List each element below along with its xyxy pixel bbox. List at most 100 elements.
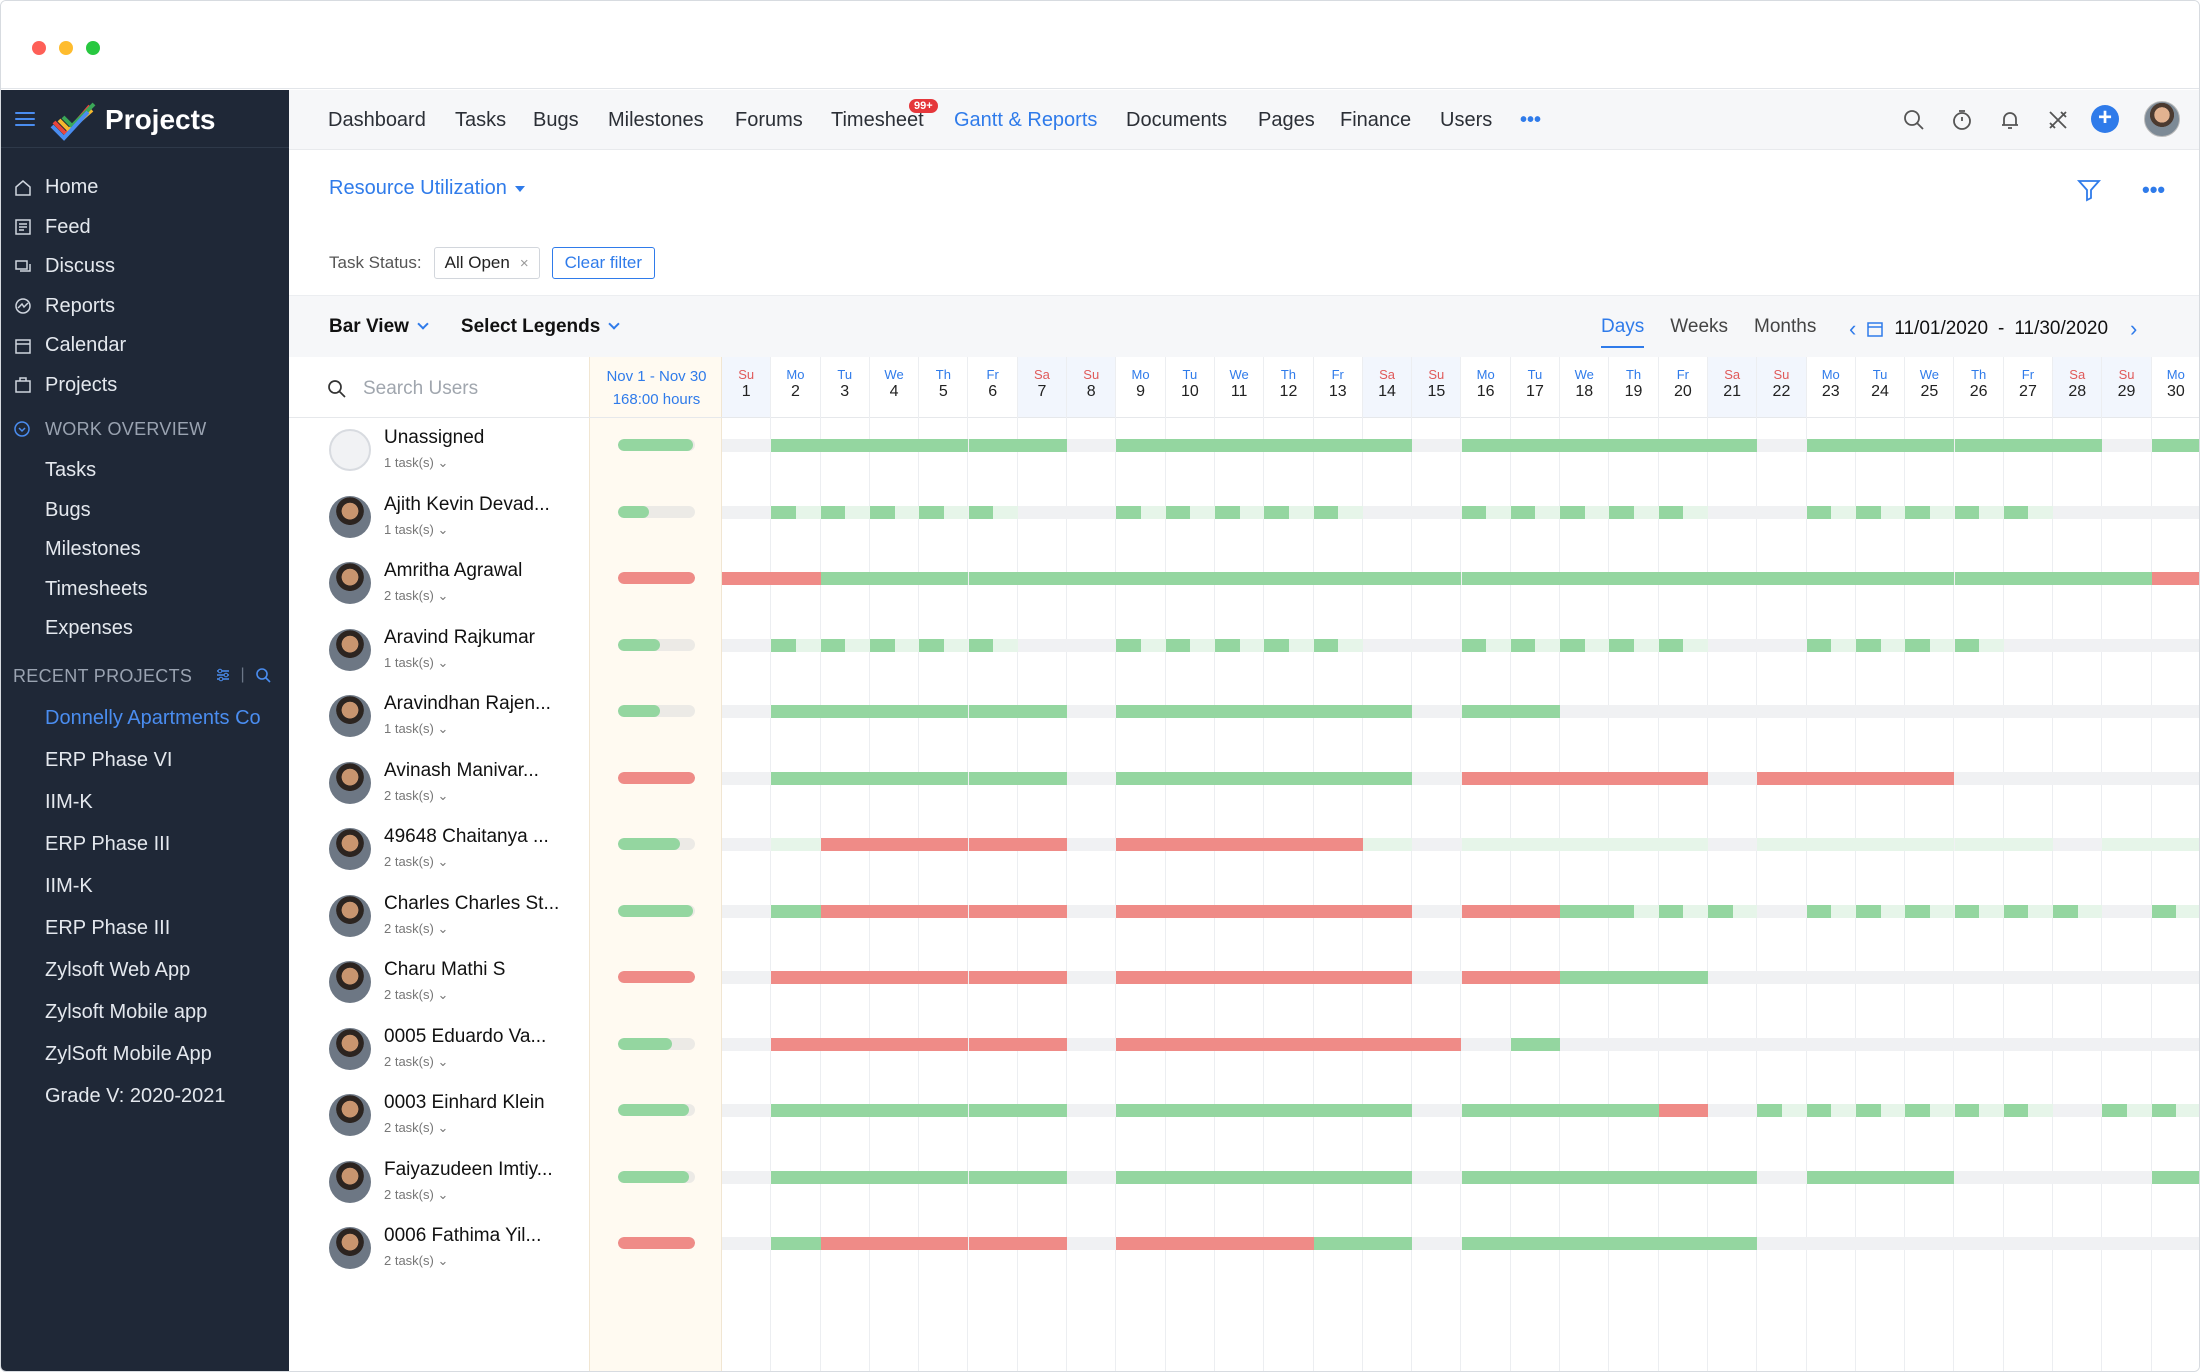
day-allocation-bar[interactable] bbox=[1165, 838, 1215, 851]
day-allocation-bar[interactable] bbox=[1461, 638, 1487, 652]
day-allocation-bar[interactable] bbox=[1658, 638, 1684, 652]
day-allocation-bar[interactable] bbox=[1658, 771, 1708, 785]
day-allocation-bar[interactable] bbox=[1806, 505, 1832, 519]
day-allocation-bar[interactable] bbox=[1116, 572, 1166, 585]
user-row[interactable]: 49648 Chaitanya ... 2 task(s) ⌄ bbox=[289, 816, 589, 882]
day-allocation-bar[interactable] bbox=[1855, 771, 1906, 785]
filter-icon[interactable] bbox=[2076, 177, 2102, 203]
day-allocation-bar[interactable] bbox=[1116, 1237, 1166, 1250]
day-allocation-bar[interactable] bbox=[1017, 439, 1068, 452]
day-allocation-bar[interactable] bbox=[1658, 1104, 1708, 1117]
day-allocation-bar[interactable] bbox=[1362, 771, 1413, 785]
day-allocation-bar[interactable] bbox=[1510, 638, 1536, 652]
utilization-summary-bar[interactable] bbox=[618, 439, 695, 451]
day-allocation-bar[interactable] bbox=[1412, 1037, 1462, 1051]
day-allocation-bar[interactable] bbox=[1855, 838, 1906, 851]
day-allocation-bar[interactable] bbox=[820, 439, 870, 452]
day-allocation-bar[interactable] bbox=[771, 439, 821, 452]
day-allocation-bar[interactable] bbox=[968, 572, 1018, 585]
day-allocation-bar[interactable] bbox=[1017, 705, 1068, 718]
day-allocation-bar[interactable] bbox=[919, 705, 969, 718]
day-allocation-bar[interactable] bbox=[1609, 572, 1659, 585]
project-item[interactable]: Donnelly Apartments Co bbox=[45, 706, 261, 729]
day-allocation-bar[interactable] bbox=[1313, 1170, 1363, 1184]
day-allocation-bar[interactable] bbox=[2003, 505, 2029, 519]
search-icon[interactable] bbox=[255, 667, 271, 683]
zoom-window-button[interactable] bbox=[86, 41, 100, 55]
day-allocation-bar[interactable] bbox=[1708, 1170, 1758, 1184]
day-allocation-bar[interactable] bbox=[919, 971, 969, 984]
day-allocation-bar[interactable] bbox=[1461, 505, 1487, 519]
project-item[interactable]: Zylsoft Mobile app bbox=[45, 1000, 208, 1023]
day-allocation-bar[interactable] bbox=[869, 771, 920, 785]
sidebar-item-feed[interactable]: Feed bbox=[1, 208, 289, 248]
day-allocation-bar[interactable] bbox=[1905, 638, 1930, 652]
day-allocation-bar[interactable] bbox=[1412, 572, 1462, 585]
task-count-toggle[interactable]: 2 task(s) ⌄ bbox=[384, 788, 448, 804]
user-row[interactable]: 0005 Eduardo Va... 2 task(s) ⌄ bbox=[289, 1016, 589, 1082]
day-allocation-bar[interactable] bbox=[1215, 638, 1240, 652]
day-allocation-bar[interactable] bbox=[1560, 638, 1585, 652]
task-count-toggle[interactable]: 1 task(s) ⌄ bbox=[384, 721, 448, 737]
day-allocation-bar[interactable] bbox=[968, 638, 994, 652]
day-allocation-bar[interactable] bbox=[2151, 572, 2199, 585]
day-allocation-bar[interactable] bbox=[1806, 1170, 1856, 1184]
day-allocation-bar[interactable] bbox=[1362, 1037, 1413, 1051]
project-item[interactable]: Grade V: 2020-2021 bbox=[45, 1084, 226, 1107]
day-allocation-bar[interactable] bbox=[1362, 1104, 1413, 1117]
day-allocation-bar[interactable] bbox=[1609, 505, 1635, 519]
add-button[interactable]: + bbox=[2091, 105, 2119, 133]
day-allocation-bar[interactable] bbox=[1806, 638, 1832, 652]
day-allocation-bar[interactable] bbox=[1116, 838, 1166, 851]
day-allocation-bar[interactable] bbox=[1560, 904, 1610, 918]
utilization-summary-bar[interactable] bbox=[618, 1170, 695, 1183]
day-allocation-bar[interactable] bbox=[1165, 638, 1191, 652]
day-allocation-bar[interactable] bbox=[1362, 904, 1413, 918]
day-allocation-bar[interactable] bbox=[1609, 838, 1659, 851]
day-allocation-bar[interactable] bbox=[1658, 505, 1684, 519]
day-allocation-bar[interactable] bbox=[869, 971, 920, 984]
day-allocation-bar[interactable] bbox=[1017, 771, 1068, 785]
day-allocation-bar[interactable] bbox=[1855, 505, 1881, 519]
day-allocation-bar[interactable] bbox=[1954, 904, 1980, 918]
bell-icon[interactable] bbox=[1996, 106, 2024, 134]
day-allocation-bar[interactable] bbox=[1510, 971, 1561, 984]
day-allocation-bar[interactable] bbox=[771, 638, 796, 652]
day-allocation-bar[interactable] bbox=[1215, 971, 1265, 984]
user-row[interactable]: 0006 Fathima Yil... 2 task(s) ⌄ bbox=[289, 1215, 589, 1281]
day-allocation-bar[interactable] bbox=[1215, 838, 1265, 851]
day-allocation-bar[interactable] bbox=[1017, 971, 1068, 984]
day-allocation-bar[interactable] bbox=[2151, 1104, 2177, 1117]
day-allocation-bar[interactable] bbox=[1313, 505, 1339, 519]
day-allocation-bar[interactable] bbox=[919, 505, 944, 519]
date-to[interactable]: 11/30/2020 bbox=[2014, 318, 2109, 339]
day-allocation-bar[interactable] bbox=[1165, 771, 1215, 785]
day-allocation-bar[interactable] bbox=[968, 904, 1018, 918]
day-allocation-bar[interactable] bbox=[1362, 971, 1413, 984]
day-allocation-bar[interactable] bbox=[919, 439, 969, 452]
day-allocation-bar[interactable] bbox=[1658, 439, 1708, 452]
clear-filter-button[interactable]: Clear filter bbox=[551, 247, 656, 279]
day-allocation-bar[interactable] bbox=[1264, 505, 1289, 519]
day-allocation-bar[interactable] bbox=[1116, 638, 1142, 652]
day-allocation-bar[interactable] bbox=[869, 439, 920, 452]
day-allocation-bar[interactable] bbox=[1215, 572, 1265, 585]
day-allocation-bar[interactable] bbox=[1461, 572, 1511, 585]
day-allocation-bar[interactable] bbox=[1954, 838, 2004, 851]
day-allocation-bar[interactable] bbox=[820, 838, 870, 851]
day-allocation-bar[interactable] bbox=[1560, 505, 1585, 519]
day-allocation-bar[interactable] bbox=[820, 1037, 870, 1051]
bar-view-dropdown[interactable]: Bar View bbox=[329, 316, 429, 338]
user-row[interactable]: Charles Charles St... 2 task(s) ⌄ bbox=[289, 883, 589, 949]
day-allocation-bar[interactable] bbox=[1313, 838, 1363, 851]
day-allocation-bar[interactable] bbox=[1757, 572, 1807, 585]
day-allocation-bar[interactable] bbox=[1560, 572, 1610, 585]
day-allocation-bar[interactable] bbox=[1658, 971, 1708, 984]
day-allocation-bar[interactable] bbox=[1264, 1104, 1314, 1117]
hamburger-menu-icon[interactable] bbox=[15, 112, 35, 128]
day-allocation-bar[interactable] bbox=[1264, 838, 1314, 851]
tools-icon[interactable] bbox=[2044, 106, 2072, 134]
day-allocation-bar[interactable] bbox=[2003, 572, 2054, 585]
day-allocation-bar[interactable] bbox=[1461, 771, 1511, 785]
day-allocation-bar[interactable] bbox=[2053, 572, 2103, 585]
